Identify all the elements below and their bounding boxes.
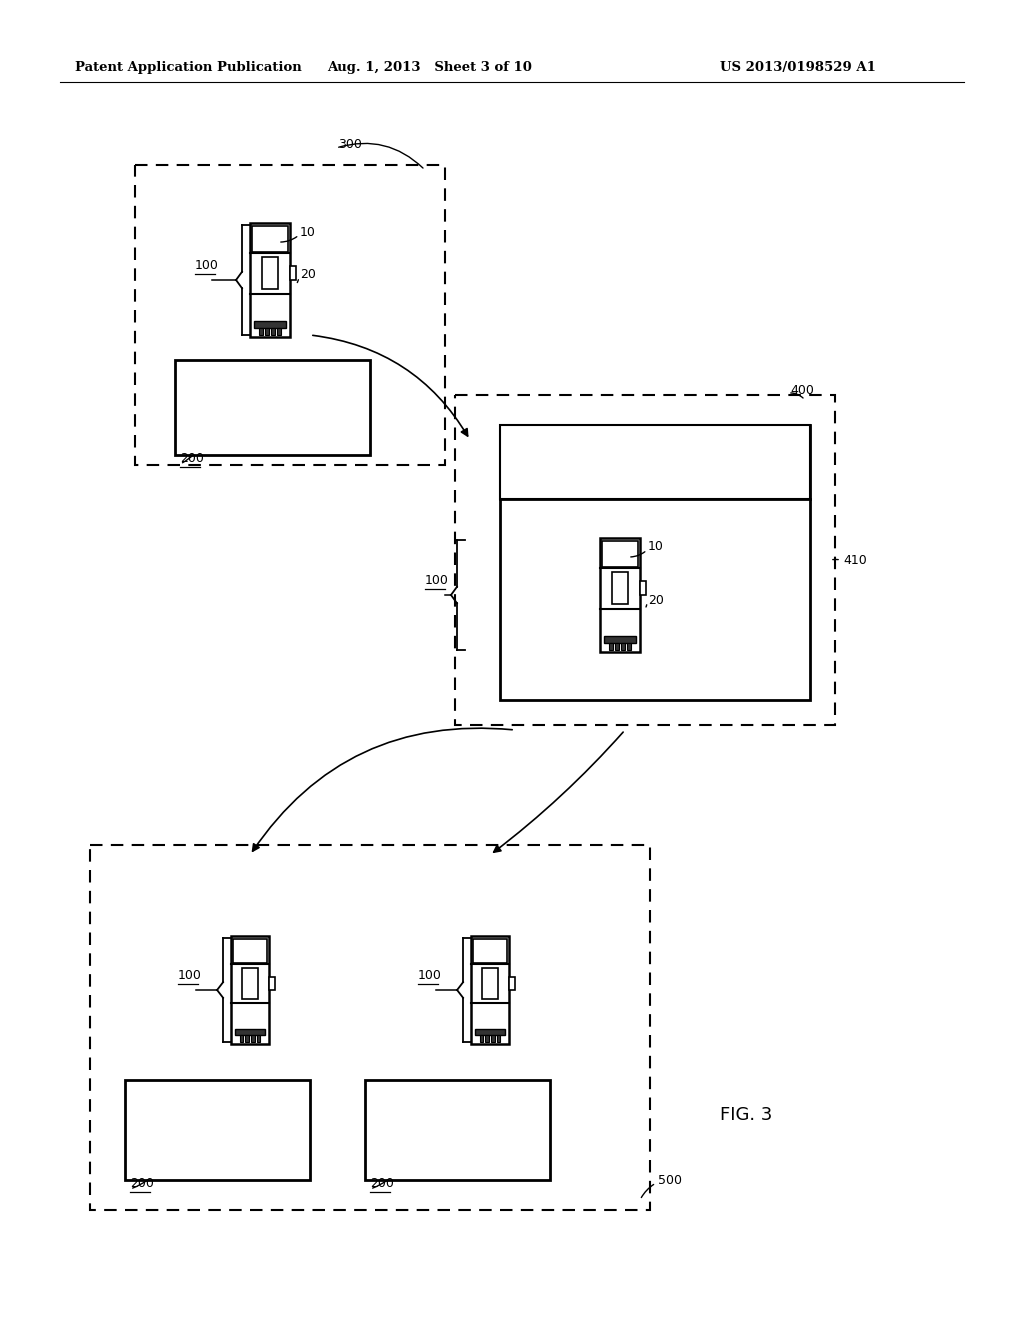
Text: 20: 20 xyxy=(300,268,315,281)
Bar xyxy=(243,969,258,999)
Bar xyxy=(262,257,278,289)
FancyArrowPatch shape xyxy=(182,455,194,463)
Bar xyxy=(497,1035,501,1041)
Bar xyxy=(231,936,269,1044)
Text: 200: 200 xyxy=(370,1177,394,1191)
Text: 100: 100 xyxy=(425,574,449,587)
Text: 10: 10 xyxy=(300,226,315,239)
Bar xyxy=(254,321,286,327)
Bar xyxy=(257,1035,260,1041)
Bar xyxy=(269,977,274,990)
Bar xyxy=(240,1035,244,1041)
Bar xyxy=(175,360,370,455)
Bar xyxy=(259,327,263,335)
Bar xyxy=(604,636,636,643)
FancyArrowPatch shape xyxy=(373,1180,388,1188)
Text: 200: 200 xyxy=(180,451,204,465)
Bar xyxy=(479,1035,483,1041)
Text: 100: 100 xyxy=(178,969,202,982)
Bar xyxy=(252,227,288,252)
FancyArrowPatch shape xyxy=(253,729,512,851)
Bar xyxy=(473,940,507,964)
Text: US 2013/0198529 A1: US 2013/0198529 A1 xyxy=(720,62,876,74)
Bar xyxy=(475,1028,505,1035)
Bar xyxy=(640,581,646,595)
Bar xyxy=(485,1035,489,1041)
FancyArrowPatch shape xyxy=(312,335,468,436)
Bar xyxy=(482,969,498,999)
Bar xyxy=(365,1080,550,1180)
Bar xyxy=(246,1035,249,1041)
Bar xyxy=(627,643,631,649)
Text: 500: 500 xyxy=(658,1173,682,1187)
Bar xyxy=(290,267,296,280)
FancyArrowPatch shape xyxy=(641,1184,653,1197)
Bar xyxy=(251,1035,255,1041)
Bar xyxy=(612,572,628,605)
Bar xyxy=(509,977,515,990)
Bar xyxy=(609,643,613,649)
FancyArrowPatch shape xyxy=(494,733,624,853)
Text: 10: 10 xyxy=(648,540,664,553)
Bar xyxy=(500,425,810,499)
FancyArrowPatch shape xyxy=(133,1180,147,1188)
Bar xyxy=(233,940,267,964)
Bar xyxy=(265,327,269,335)
FancyArrowPatch shape xyxy=(791,393,803,399)
Text: 100: 100 xyxy=(418,969,442,982)
Text: FIG. 3: FIG. 3 xyxy=(720,1106,772,1125)
Bar xyxy=(500,425,810,700)
Bar xyxy=(600,539,640,652)
Bar xyxy=(90,845,650,1210)
Text: 20: 20 xyxy=(648,594,664,606)
Text: Aug. 1, 2013   Sheet 3 of 10: Aug. 1, 2013 Sheet 3 of 10 xyxy=(328,62,532,74)
Bar xyxy=(490,1035,495,1041)
Text: 400: 400 xyxy=(790,384,814,396)
Text: 300: 300 xyxy=(338,139,361,152)
FancyArrowPatch shape xyxy=(281,236,297,242)
Bar xyxy=(276,327,281,335)
FancyArrowPatch shape xyxy=(339,144,423,168)
Text: 410: 410 xyxy=(843,553,866,566)
Bar xyxy=(471,936,509,1044)
Bar xyxy=(135,165,445,465)
Bar xyxy=(234,1028,265,1035)
Bar xyxy=(621,643,625,649)
Bar xyxy=(125,1080,310,1180)
Bar xyxy=(250,223,290,337)
Text: 100: 100 xyxy=(195,259,219,272)
Bar xyxy=(271,327,275,335)
Bar xyxy=(455,395,835,725)
Text: 200: 200 xyxy=(130,1177,154,1191)
Bar xyxy=(602,541,638,566)
FancyArrowPatch shape xyxy=(297,280,298,282)
Text: Patent Application Publication: Patent Application Publication xyxy=(75,62,302,74)
Bar xyxy=(615,643,618,649)
FancyArrowPatch shape xyxy=(631,552,645,557)
